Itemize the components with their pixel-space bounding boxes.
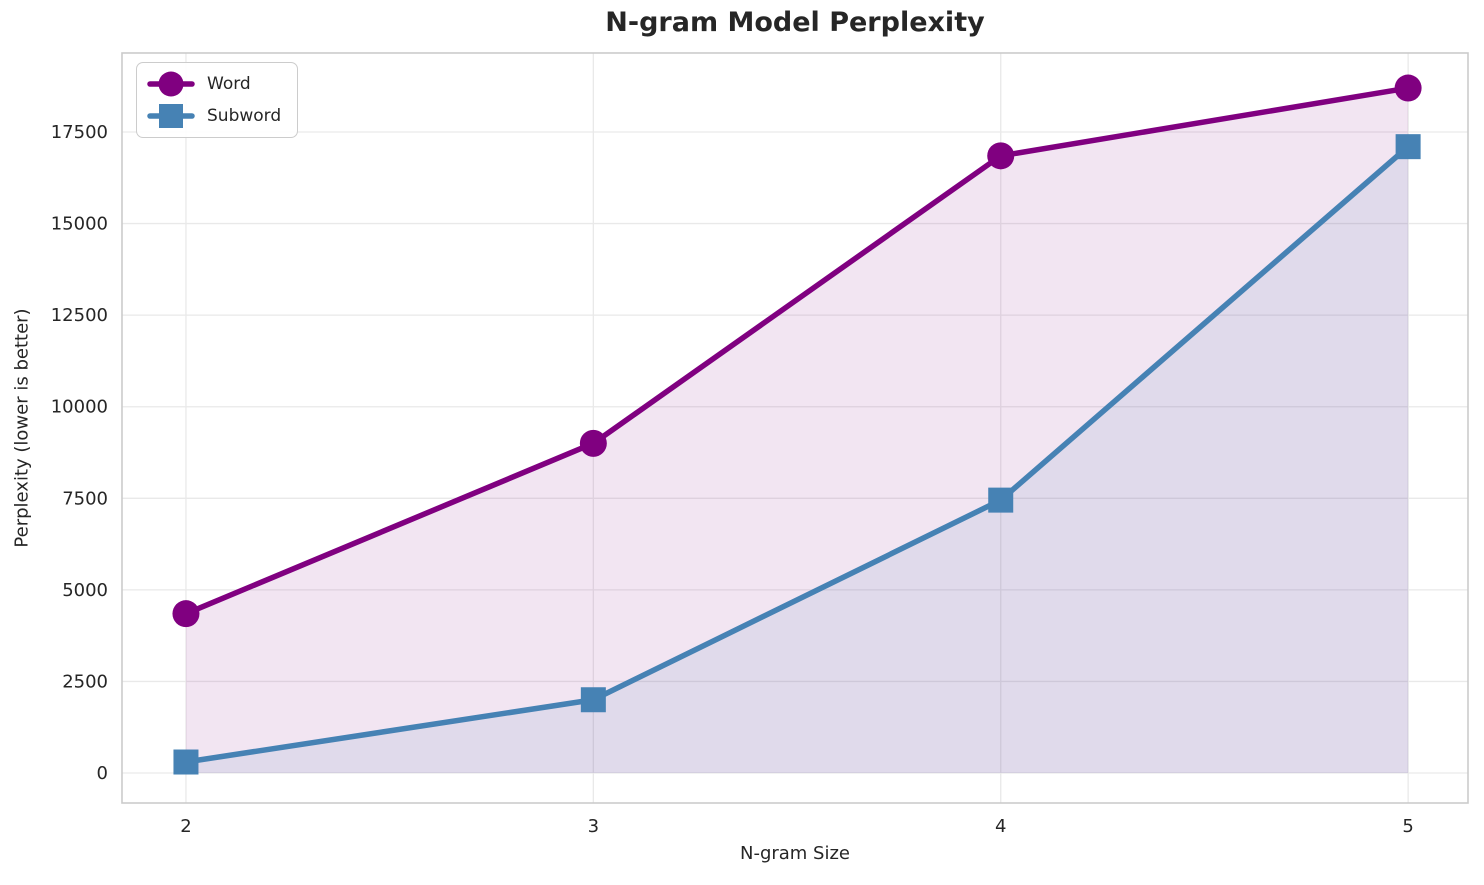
y-tick-label: 7500 — [62, 488, 108, 509]
plot-border — [121, 52, 1469, 804]
y-tick-label: 17500 — [51, 122, 108, 143]
y-axis-label: Perplexity (lower is better) — [11, 308, 33, 548]
data-point-subword — [1395, 134, 1421, 160]
legend: Word Subword — [136, 62, 299, 138]
data-point-word — [987, 142, 1015, 170]
square-marker-icon — [147, 104, 195, 128]
circle-marker-icon — [147, 71, 195, 97]
data-point-subword — [988, 487, 1014, 513]
y-tick-label: 2500 — [62, 671, 108, 692]
series-fill-subword — [185, 146, 1409, 774]
x-tick-label: 5 — [1402, 816, 1413, 837]
legend-label-word: Word — [207, 74, 251, 94]
x-axis-label: N-gram Size — [739, 843, 851, 864]
x-tick-label: 2 — [180, 816, 191, 837]
y-tick-label: 12500 — [51, 305, 108, 326]
chart-title: N-gram Model Perplexity — [605, 7, 985, 38]
y-tick-label: 0 — [97, 763, 108, 784]
x-tick-label: 3 — [588, 816, 599, 837]
data-point-word — [579, 429, 607, 457]
x-tick-label: 4 — [995, 816, 1006, 837]
data-point-subword — [173, 749, 199, 775]
series-fill-word — [185, 88, 1409, 774]
data-point-word — [172, 600, 200, 628]
y-tick-label: 10000 — [51, 397, 108, 418]
legend-label-subword: Subword — [207, 106, 282, 126]
series-line-subword — [183, 143, 1411, 765]
data-point-subword — [580, 687, 606, 713]
series-line-word — [183, 85, 1411, 617]
data-point-word — [1394, 74, 1422, 102]
y-tick-label: 15000 — [51, 214, 108, 235]
legend-item-word: Word — [147, 69, 281, 99]
y-tick-label: 5000 — [62, 580, 108, 601]
legend-item-subword: Subword — [147, 101, 281, 131]
